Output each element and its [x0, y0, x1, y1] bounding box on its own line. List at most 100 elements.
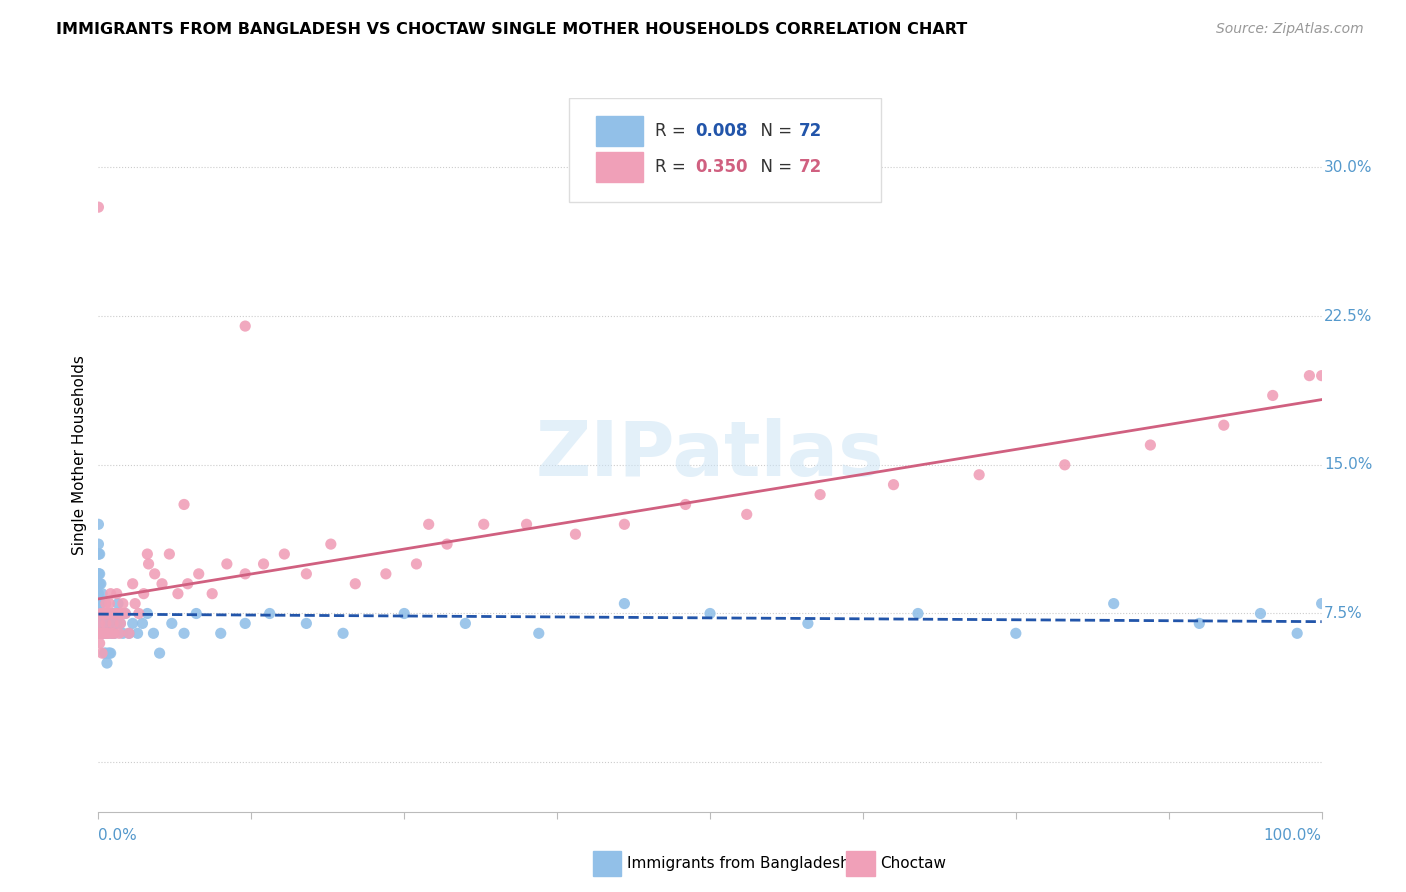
- Point: [93, 626, 115, 640]
- Point: [97, 616, 120, 631]
- Point: [101, 626, 124, 640]
- Point: [114, 607, 136, 621]
- Point: [143, 566, 166, 581]
- Point: [97, 646, 120, 660]
- Point: [472, 517, 495, 532]
- Text: R =: R =: [655, 158, 690, 176]
- Point: [1188, 616, 1211, 631]
- Point: [1249, 607, 1271, 621]
- Point: [91, 587, 114, 601]
- Text: Source: ZipAtlas.com: Source: ZipAtlas.com: [1216, 22, 1364, 37]
- Point: [121, 576, 143, 591]
- Point: [1261, 388, 1284, 402]
- Point: [91, 607, 114, 621]
- Point: [1310, 368, 1333, 383]
- Point: [111, 626, 134, 640]
- Point: [127, 626, 149, 640]
- Point: [91, 626, 114, 640]
- Text: 0.350: 0.350: [696, 158, 748, 176]
- Point: [94, 616, 117, 631]
- Point: [89, 607, 111, 621]
- Point: [564, 527, 586, 541]
- Point: [209, 626, 232, 640]
- Bar: [596, 116, 643, 146]
- Point: [94, 646, 117, 660]
- Point: [735, 508, 758, 522]
- Point: [98, 616, 121, 631]
- Point: [1310, 597, 1333, 611]
- Point: [91, 626, 114, 640]
- Point: [93, 646, 115, 660]
- Point: [392, 607, 416, 621]
- Point: [454, 616, 477, 631]
- Point: [87, 517, 110, 532]
- Point: [295, 566, 318, 581]
- Point: [252, 557, 274, 571]
- Point: [101, 616, 124, 631]
- Point: [96, 607, 118, 621]
- Point: [89, 616, 111, 631]
- Point: [124, 597, 146, 611]
- Point: [118, 626, 141, 640]
- Point: [91, 626, 114, 640]
- Y-axis label: Single Mother Households: Single Mother Households: [72, 355, 87, 555]
- Point: [87, 537, 110, 551]
- Point: [87, 587, 110, 601]
- Point: [100, 607, 122, 621]
- Point: [89, 636, 111, 650]
- FancyBboxPatch shape: [569, 98, 882, 202]
- Point: [89, 547, 111, 561]
- Point: [91, 607, 114, 621]
- Point: [121, 616, 143, 631]
- Point: [436, 537, 458, 551]
- Point: [107, 597, 129, 611]
- Point: [101, 626, 124, 640]
- Point: [374, 566, 396, 581]
- Point: [110, 616, 132, 631]
- Point: [319, 537, 342, 551]
- Point: [259, 607, 281, 621]
- Point: [613, 517, 636, 532]
- Point: [128, 607, 150, 621]
- Point: [97, 626, 120, 640]
- Point: [107, 607, 129, 621]
- Point: [87, 566, 110, 581]
- Text: 100.0%: 100.0%: [1264, 828, 1322, 843]
- Point: [233, 319, 256, 334]
- Point: [90, 576, 112, 591]
- Point: [100, 607, 122, 621]
- Point: [118, 626, 141, 640]
- Point: [527, 626, 550, 640]
- Point: [103, 626, 125, 640]
- Point: [108, 626, 131, 640]
- Point: [173, 626, 195, 640]
- Text: 15.0%: 15.0%: [1324, 458, 1372, 473]
- Point: [91, 607, 114, 621]
- Point: [114, 607, 136, 621]
- Point: [167, 587, 190, 601]
- Point: [405, 557, 427, 571]
- Text: N =: N =: [751, 158, 797, 176]
- Point: [515, 517, 537, 532]
- Point: [808, 487, 831, 501]
- Point: [89, 576, 111, 591]
- Point: [89, 566, 111, 581]
- Point: [100, 626, 122, 640]
- Text: 22.5%: 22.5%: [1324, 309, 1372, 324]
- Point: [215, 557, 238, 571]
- Point: [233, 566, 256, 581]
- Point: [186, 607, 208, 621]
- Point: [90, 626, 112, 640]
- Text: Choctaw: Choctaw: [880, 856, 946, 871]
- Point: [105, 616, 128, 631]
- Point: [104, 607, 127, 621]
- Point: [418, 517, 440, 532]
- Text: 72: 72: [800, 122, 823, 140]
- Point: [93, 607, 115, 621]
- Point: [105, 587, 128, 601]
- Text: 0.0%: 0.0%: [98, 828, 138, 843]
- Point: [1286, 626, 1309, 640]
- Point: [131, 616, 153, 631]
- Point: [907, 607, 929, 621]
- Bar: [596, 152, 643, 182]
